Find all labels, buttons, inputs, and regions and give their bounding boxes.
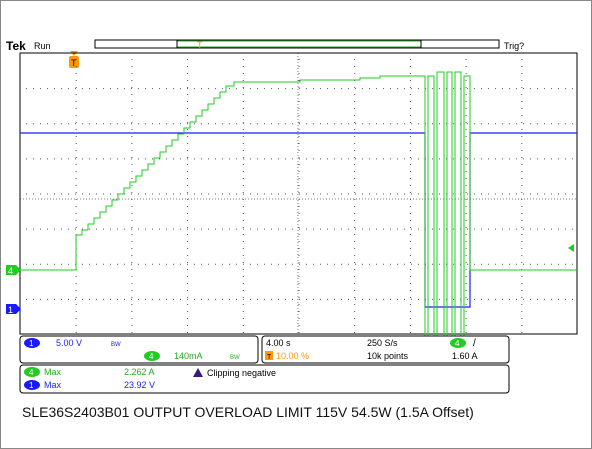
- svg-text:4: 4: [149, 352, 154, 361]
- caption: SLE36S2403B01 OUTPUT OVERLOAD LIMIT 115V…: [22, 404, 474, 420]
- trigger-position-marker[interactable]: T: [69, 51, 79, 68]
- record-overview-bar[interactable]: [94, 39, 500, 49]
- measurements-panel: 4 Max 2.262 A 1 Max 23.92 V Clipping neg…: [19, 364, 510, 394]
- ch4-ground-marker[interactable]: 4: [6, 265, 21, 276]
- svg-text:1.60 A: 1.60 A: [452, 351, 478, 361]
- trigger-level-marker[interactable]: [568, 244, 574, 252]
- ch1-ground-marker[interactable]: 1: [6, 304, 21, 315]
- measurement-ch4-max[interactable]: 4 Max 2.262 A: [24, 367, 155, 377]
- record-length-readout: 10k points: [367, 351, 409, 361]
- svg-text:10.00 %: 10.00 %: [276, 351, 309, 361]
- readout-panel: 1 5.00 V BW 4 140mA BW 4.00 s 250 S/s T …: [19, 335, 510, 364]
- graticule: [19, 52, 578, 335]
- overview-trigger-marker: T: [197, 40, 203, 50]
- run-state: Run: [34, 41, 51, 51]
- timebase-readout[interactable]: 4.00 s: [266, 338, 291, 348]
- svg-text:4: 4: [455, 339, 460, 348]
- svg-text:T: T: [267, 354, 272, 361]
- sample-rate-readout: 250 S/s: [367, 338, 398, 348]
- svg-text:4: 4: [29, 368, 34, 377]
- svg-text:Max: Max: [44, 367, 62, 377]
- measurement-ch1-max[interactable]: 1 Max 23.92 V: [24, 380, 155, 390]
- svg-text:23.92 V: 23.92 V: [124, 380, 155, 390]
- svg-text:2.262 A: 2.262 A: [124, 367, 155, 377]
- svg-text:BW: BW: [111, 342, 121, 348]
- brand-logo: Tek: [6, 39, 26, 53]
- svg-text:140mA: 140mA: [174, 351, 203, 361]
- trigger-state: Trig?: [504, 41, 524, 51]
- ch4-scale-readout[interactable]: 4 140mA BW: [144, 351, 240, 361]
- svg-text:1: 1: [8, 305, 13, 315]
- svg-text:4: 4: [8, 266, 13, 276]
- svg-text:BW: BW: [230, 355, 240, 361]
- ch1-scale-readout[interactable]: 1 5.00 V BW: [24, 338, 121, 348]
- svg-text:Max: Max: [44, 380, 62, 390]
- svg-text:1: 1: [29, 381, 34, 390]
- clipping-warning: Clipping negative: [207, 368, 276, 378]
- trigger-position-readout[interactable]: T 10.00 %: [265, 351, 309, 361]
- trigger-slope-icon: /: [473, 338, 476, 349]
- svg-text:5.00 V: 5.00 V: [56, 338, 82, 348]
- warning-triangle-icon: [193, 368, 203, 377]
- ch4-waveform: [20, 71, 577, 339]
- svg-text:T: T: [71, 58, 77, 68]
- svg-text:1: 1: [29, 339, 34, 348]
- trigger-readout[interactable]: 4 / 1.60 A: [450, 338, 478, 361]
